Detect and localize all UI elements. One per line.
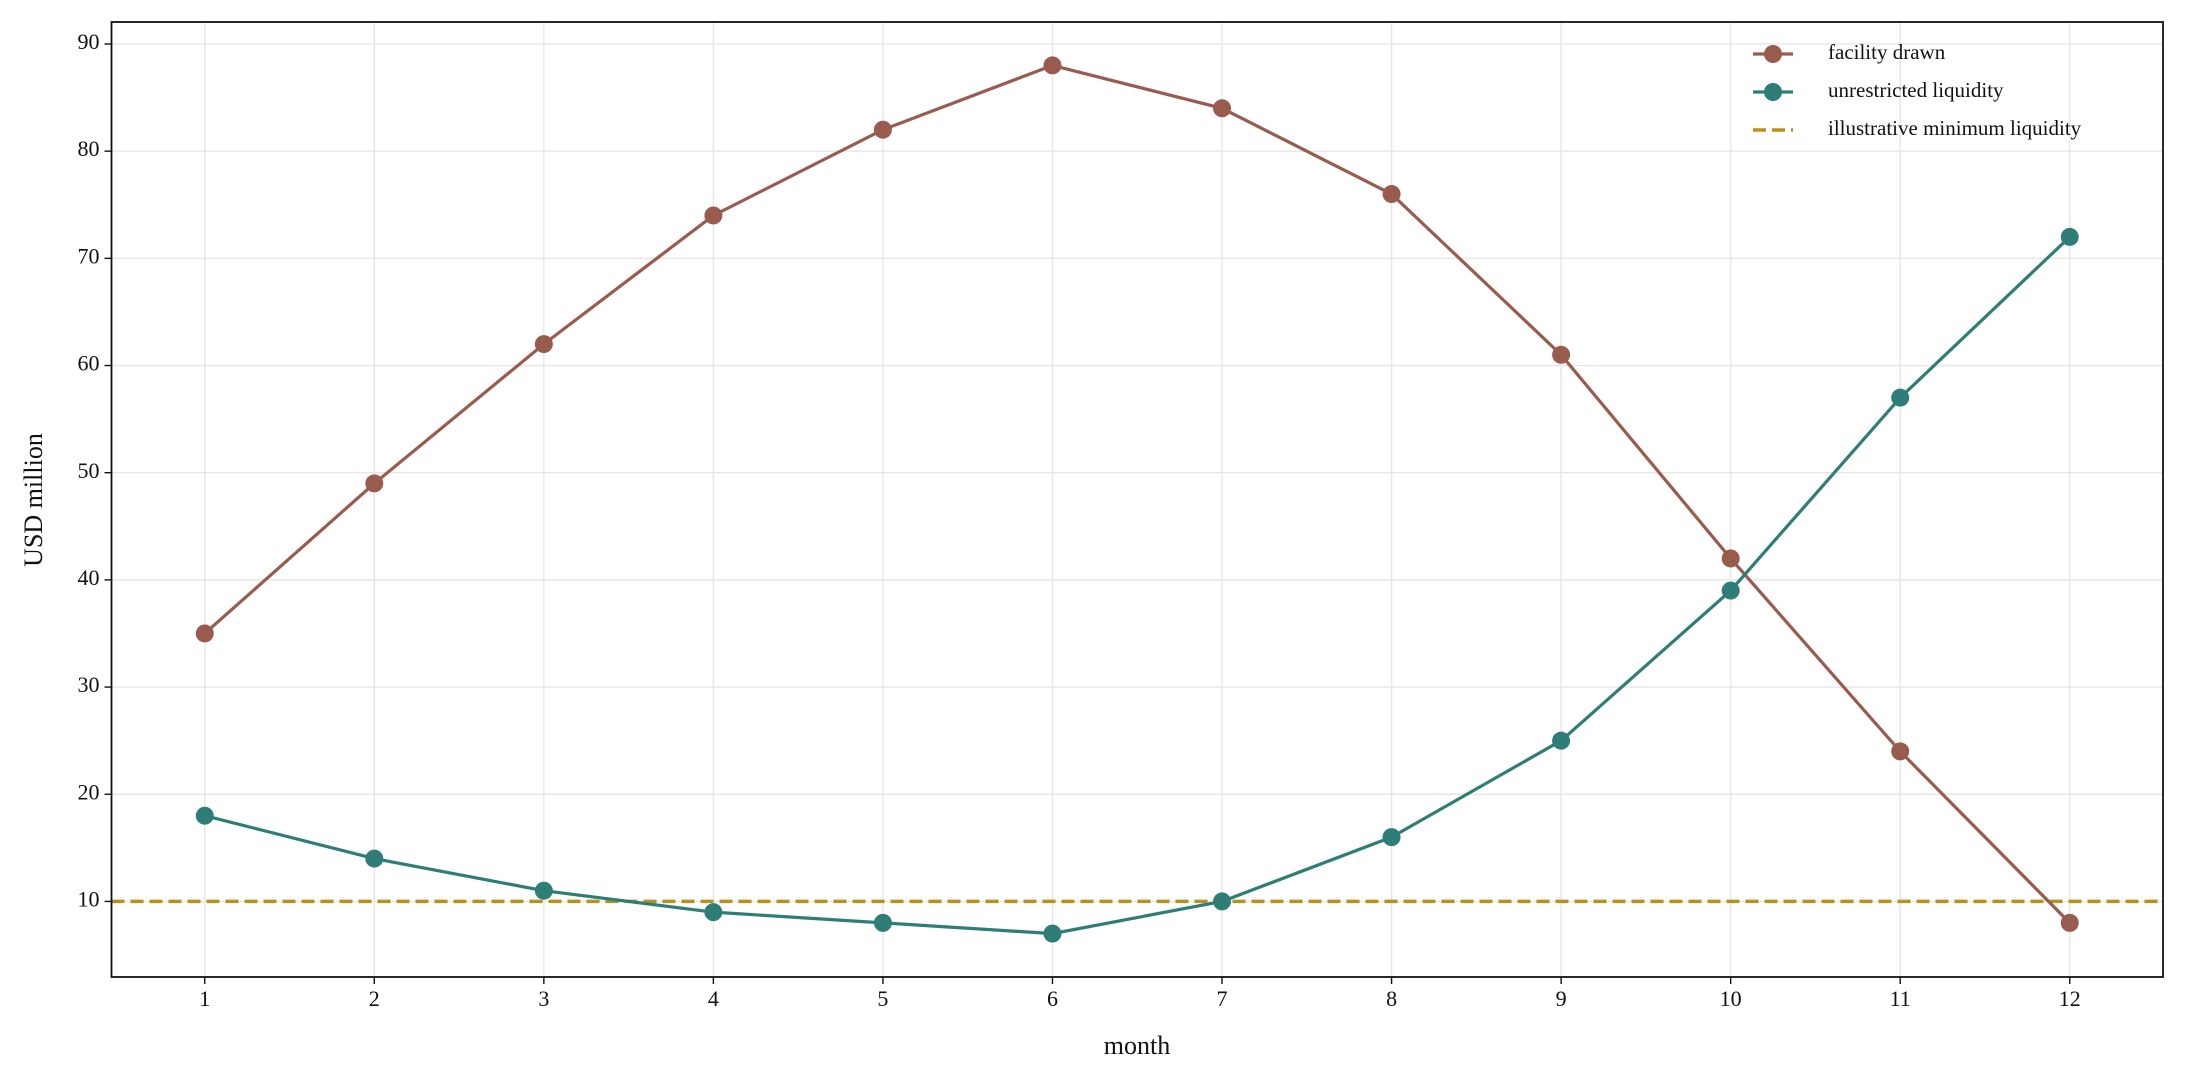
point	[1552, 731, 1571, 750]
point	[1721, 581, 1740, 600]
point	[1213, 892, 1232, 911]
y-tick-label: 50	[78, 458, 100, 483]
x-tick-label: 5	[877, 986, 888, 1011]
y-axis-label: USD million	[19, 433, 48, 567]
point	[365, 849, 384, 868]
x-tick-label: 10	[1720, 986, 1742, 1011]
x-tick-label: 2	[369, 986, 380, 1011]
point	[704, 206, 723, 225]
point	[195, 806, 214, 825]
x-tick-label: 7	[1217, 986, 1228, 1011]
point	[195, 624, 214, 643]
x-tick-label: 3	[538, 986, 549, 1011]
x-tick-label: 4	[708, 986, 719, 1011]
x-tick-label: 12	[2059, 986, 2081, 1011]
point	[1043, 56, 1062, 75]
y-tick-label: 30	[78, 672, 100, 697]
x-tick-label: 6	[1047, 986, 1058, 1011]
point	[1043, 924, 1062, 943]
y-tick-label: 80	[78, 136, 100, 161]
point	[2060, 913, 2079, 932]
point	[2060, 227, 2079, 246]
y-tick-label: 70	[78, 243, 100, 268]
point	[1552, 345, 1571, 364]
legend-label: facility drawn	[1828, 40, 1946, 64]
point	[1891, 742, 1910, 761]
x-tick-label: 1	[199, 986, 210, 1011]
y-tick-label: 10	[78, 886, 100, 911]
plot-frame	[110, 21, 2164, 978]
point	[704, 903, 723, 922]
point	[1382, 828, 1401, 847]
x-tick-label: 8	[1386, 986, 1397, 1011]
x-axis-label: month	[1104, 1031, 1170, 1060]
y-tick-label: 60	[78, 351, 100, 376]
legend-marker	[1764, 45, 1782, 63]
x-tick-label: 9	[1556, 986, 1567, 1011]
point	[1891, 388, 1910, 407]
legend-marker	[1764, 83, 1782, 101]
x-tick-label: 11	[1890, 986, 1911, 1011]
y-tick-label: 20	[78, 779, 100, 804]
legend-label: illustrative minimum liquidity	[1828, 116, 2082, 140]
point	[365, 474, 384, 493]
series-line	[203, 63, 2071, 924]
legend-label: unrestricted liquidity	[1828, 78, 2004, 102]
point	[534, 335, 553, 354]
y-tick-label: 90	[78, 29, 100, 54]
series-line	[204, 235, 2071, 936]
point	[1213, 99, 1232, 118]
point	[873, 913, 892, 932]
point	[534, 881, 553, 900]
point	[1721, 549, 1740, 568]
point	[1382, 185, 1401, 204]
point	[873, 120, 892, 139]
y-tick-label: 40	[78, 565, 100, 590]
